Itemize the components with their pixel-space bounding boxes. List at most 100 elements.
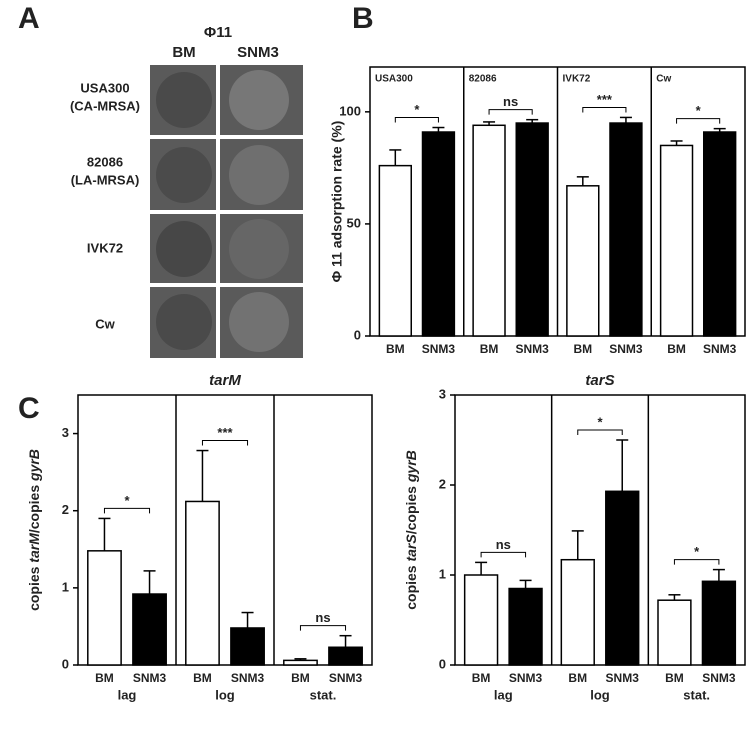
error-bar <box>619 116 632 124</box>
y-tick-label: 3 <box>439 386 446 401</box>
bar <box>560 558 595 666</box>
error-bar <box>241 611 254 628</box>
bar <box>566 185 600 337</box>
error-bar <box>713 127 726 133</box>
chart-title: tarS <box>585 372 614 389</box>
y-tick-label: 0 <box>439 656 446 671</box>
significance-label: *** <box>217 425 233 440</box>
significance-bracket <box>673 559 720 565</box>
significance-bracket <box>201 440 249 446</box>
y-tick-label: 0 <box>62 656 69 671</box>
column-label: SNM3 <box>237 44 279 61</box>
y-tick-label: 50 <box>347 215 361 230</box>
group-label: stat. <box>683 687 710 702</box>
bar <box>508 587 543 666</box>
group-label: USA300 <box>375 74 413 85</box>
error-bar <box>98 517 111 551</box>
group-label: log <box>590 687 610 702</box>
error-bar <box>670 140 683 146</box>
y-tick-label: 2 <box>439 476 446 491</box>
y-axis-label-part: gyrB <box>403 450 419 483</box>
y-tick-label: 1 <box>439 566 446 581</box>
y-tick-label: 0 <box>354 327 361 342</box>
significance-bracket <box>480 551 527 558</box>
significance-label: *** <box>597 92 613 107</box>
panel-label: B <box>352 2 374 35</box>
error-bar <box>616 439 629 492</box>
bar <box>421 131 456 337</box>
x-tick-label: BM <box>95 671 114 685</box>
bar <box>703 131 737 337</box>
y-tick-label: 3 <box>62 425 69 440</box>
significance-label: ns <box>496 537 511 552</box>
y-axis-label: copies tarM/copies gyrB <box>26 449 42 611</box>
group-label: IVK72 <box>563 74 591 85</box>
error-bar <box>389 149 402 166</box>
y-tick-label: 1 <box>62 579 69 594</box>
error-bar <box>432 126 445 133</box>
error-bar <box>143 570 156 595</box>
significance-bracket <box>582 106 627 113</box>
bar <box>132 593 167 666</box>
significance-bracket <box>488 109 533 115</box>
significance-label: ns <box>503 94 518 109</box>
bar <box>701 580 737 666</box>
y-tick-label: 2 <box>62 502 69 517</box>
bar <box>230 627 265 666</box>
significance-label: * <box>694 544 700 559</box>
x-tick-label: BM <box>667 342 686 356</box>
significance-bracket <box>577 429 623 435</box>
y-axis-label-part: copies <box>26 563 42 611</box>
significance-label: * <box>414 102 420 117</box>
y-axis-label: Φ 11 adsorption rate (%) <box>329 121 345 283</box>
bar <box>463 574 499 666</box>
bar <box>657 599 692 666</box>
y-axis-label-part: tarS <box>403 534 419 562</box>
row-label: IVK72 <box>87 240 123 255</box>
significance-bracket <box>676 118 721 124</box>
error-bar <box>571 530 584 560</box>
chart-title: tarM <box>209 372 241 389</box>
error-bar <box>196 449 209 502</box>
panel-title: Φ11 <box>204 24 232 41</box>
significance-label: * <box>696 103 702 118</box>
x-tick-label: SNM3 <box>702 671 736 685</box>
y-tick-label: 100 <box>339 103 361 118</box>
error-bar <box>519 579 532 589</box>
y-axis-label: copies tarS/copies gyrB <box>403 450 419 610</box>
group-label: lag <box>494 687 513 702</box>
plot-frame <box>454 394 746 666</box>
column-label: BM <box>172 44 195 61</box>
error-bar <box>339 634 352 648</box>
bar <box>609 122 643 337</box>
row-label: (LA-MRSA) <box>71 172 140 187</box>
x-tick-label: SNM3 <box>609 342 643 356</box>
error-bar <box>526 118 539 124</box>
error-bar <box>668 594 681 601</box>
bar <box>659 144 694 337</box>
bar <box>87 550 122 666</box>
error-bar <box>294 658 307 661</box>
significance-label: * <box>124 493 130 508</box>
x-tick-label: BM <box>193 671 212 685</box>
significance-bracket <box>394 117 439 123</box>
plaque-image <box>150 65 303 358</box>
group-label: 82086 <box>469 74 497 85</box>
bar <box>283 659 318 666</box>
group-label: stat. <box>310 687 337 702</box>
error-bar <box>475 561 488 575</box>
x-tick-label: BM <box>573 342 592 356</box>
group-label: log <box>215 687 235 702</box>
y-axis-label-part: copies <box>403 562 419 610</box>
x-tick-label: SNM3 <box>703 342 737 356</box>
row-label: USA300 <box>80 80 129 95</box>
row-label: (CA-MRSA) <box>70 98 140 113</box>
x-tick-label: SNM3 <box>606 671 640 685</box>
error-bar <box>712 568 725 582</box>
x-tick-label: BM <box>665 671 684 685</box>
x-tick-label: SNM3 <box>516 342 550 356</box>
bar <box>378 164 412 337</box>
x-tick-label: BM <box>472 671 491 685</box>
